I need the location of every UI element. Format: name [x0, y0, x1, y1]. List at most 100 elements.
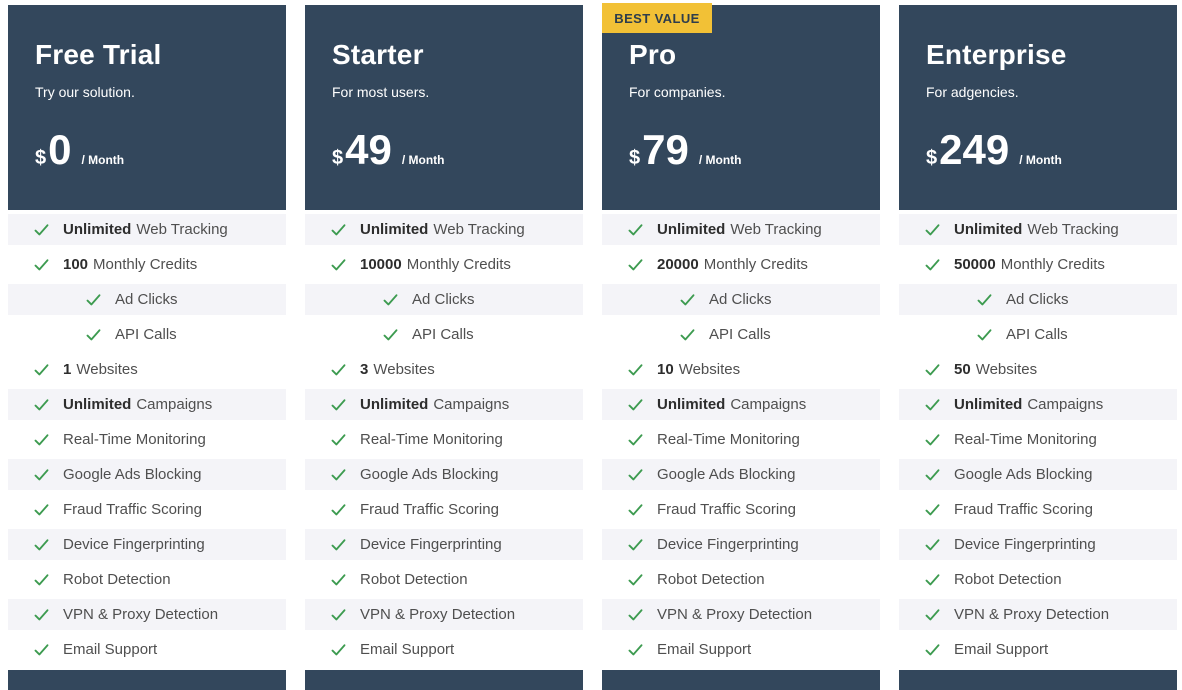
feature-label: VPN & Proxy Detection: [63, 606, 219, 623]
price-period: / Month: [401, 153, 445, 168]
feature-label: Google Ads Blocking: [360, 466, 499, 483]
feature-value: 50000: [954, 256, 996, 273]
feature-row: Unlimited Campaigns: [8, 389, 286, 420]
feature-row: Device Fingerprinting: [899, 529, 1177, 560]
feature-label: Google Ads Blocking: [657, 466, 796, 483]
feature-label: Websites: [975, 361, 1038, 378]
feature-row: Google Ads Blocking: [305, 459, 583, 490]
check-icon: [679, 326, 696, 343]
feature-row: 50000 Monthly Credits: [899, 249, 1177, 280]
check-icon: [33, 466, 50, 483]
check-icon: [33, 396, 50, 413]
feature-row: Ad Clicks: [305, 284, 583, 315]
feature-row: Ad Clicks: [8, 284, 286, 315]
feature-row: Unlimited Campaigns: [305, 389, 583, 420]
feature-value: 20000: [657, 256, 699, 273]
check-icon: [627, 256, 644, 273]
check-icon: [627, 396, 644, 413]
feature-label: API Calls: [1006, 326, 1068, 343]
price-period: / Month: [1019, 153, 1062, 168]
check-icon: [627, 221, 644, 238]
check-icon: [924, 606, 941, 623]
feature-row: VPN & Proxy Detection: [602, 599, 880, 630]
check-icon: [627, 571, 644, 588]
check-icon: [330, 361, 347, 378]
check-icon: [924, 641, 941, 658]
check-icon: [33, 256, 50, 273]
feature-row: Email Support: [899, 634, 1177, 665]
feature-label: Fraud Traffic Scoring: [63, 501, 202, 518]
feature-list: Unlimited Web Tracking 50000 Monthly Cre…: [899, 214, 1177, 669]
feature-row: Device Fingerprinting: [8, 529, 286, 560]
feature-label: Email Support: [360, 641, 455, 658]
plan-header: Free Trial Try our solution. $ 0 / Month: [8, 5, 286, 210]
plan-title: Pro: [629, 39, 677, 70]
check-icon: [924, 221, 941, 238]
feature-row: Ad Clicks: [602, 284, 880, 315]
feature-label: Fraud Traffic Scoring: [954, 501, 1093, 518]
plan-tagline: Try our solution.: [35, 84, 135, 100]
feature-row: 20000 Monthly Credits: [602, 249, 880, 280]
feature-label: Campaigns: [730, 396, 807, 413]
price-amount: 249: [939, 126, 1010, 174]
feature-label: Campaigns: [1027, 396, 1104, 413]
check-icon: [627, 606, 644, 623]
feature-row: VPN & Proxy Detection: [8, 599, 286, 630]
feature-label: VPN & Proxy Detection: [360, 606, 516, 623]
feature-label: Device Fingerprinting: [954, 536, 1096, 553]
feature-label: Real-Time Monitoring: [657, 431, 800, 448]
feature-list: Unlimited Web Tracking 10000 Monthly Cre…: [305, 214, 583, 669]
feature-label: API Calls: [412, 326, 474, 343]
feature-value: Unlimited: [360, 396, 429, 413]
check-icon: [330, 466, 347, 483]
feature-value: Unlimited: [63, 221, 132, 238]
check-icon: [924, 361, 941, 378]
feature-label: Email Support: [954, 641, 1049, 658]
feature-row: Fraud Traffic Scoring: [602, 494, 880, 525]
plan-header: BEST VALUE Pro For companies. $ 79 / Mon…: [602, 3, 880, 210]
feature-row: 50 Websites: [899, 354, 1177, 385]
plan-footer-bar: [899, 670, 1177, 690]
feature-row: Google Ads Blocking: [899, 459, 1177, 490]
plan-card: Starter For most users. $ 49 / Month Unl…: [305, 5, 583, 690]
feature-row: 10000 Monthly Credits: [305, 249, 583, 280]
feature-row: Email Support: [8, 634, 286, 665]
check-icon: [382, 326, 399, 343]
feature-row: Fraud Traffic Scoring: [899, 494, 1177, 525]
feature-label: Real-Time Monitoring: [360, 431, 503, 448]
feature-label: Web Tracking: [730, 221, 822, 238]
check-icon: [33, 221, 50, 238]
plan-price: $ 249 / Month: [926, 129, 1159, 171]
check-icon: [33, 571, 50, 588]
plan-tagline: For companies.: [629, 84, 726, 100]
feature-row: 1 Websites: [8, 354, 286, 385]
feature-row: Google Ads Blocking: [602, 459, 880, 490]
plan-header: Starter For most users. $ 49 / Month: [305, 5, 583, 210]
feature-row: Unlimited Campaigns: [602, 389, 880, 420]
feature-label: Email Support: [657, 641, 752, 658]
check-icon: [627, 501, 644, 518]
feature-row: Email Support: [305, 634, 583, 665]
feature-label: Email Support: [63, 641, 158, 658]
feature-label: Ad Clicks: [1006, 291, 1069, 308]
feature-label: VPN & Proxy Detection: [954, 606, 1110, 623]
feature-label: Monthly Credits: [703, 256, 808, 273]
check-icon: [679, 291, 696, 308]
price-currency: $: [926, 147, 938, 170]
check-icon: [627, 466, 644, 483]
check-icon: [330, 396, 347, 413]
check-icon: [382, 291, 399, 308]
feature-row: 100 Monthly Credits: [8, 249, 286, 280]
feature-row: API Calls: [602, 319, 880, 350]
feature-list: Unlimited Web Tracking 100 Monthly Credi…: [8, 214, 286, 669]
feature-label: Robot Detection: [954, 571, 1062, 588]
feature-label: Google Ads Blocking: [63, 466, 202, 483]
plan-price: $ 79 / Month: [629, 129, 862, 171]
plan-title: Starter: [332, 39, 424, 70]
feature-row: Google Ads Blocking: [8, 459, 286, 490]
check-icon: [85, 291, 102, 308]
feature-label: Web Tracking: [136, 221, 228, 238]
feature-row: 10 Websites: [602, 354, 880, 385]
feature-label: Web Tracking: [433, 221, 525, 238]
